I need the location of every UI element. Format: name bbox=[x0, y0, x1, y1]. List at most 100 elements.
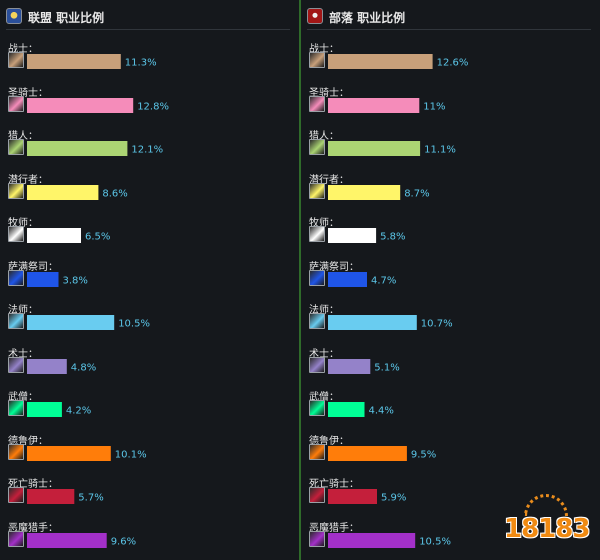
class-label: 术士： bbox=[8, 348, 38, 360]
class-label: 死亡骑士： bbox=[8, 479, 58, 490]
warrior-icon bbox=[8, 52, 24, 68]
site-watermark: 18183 bbox=[504, 494, 590, 552]
class-label: 牧师： bbox=[309, 218, 339, 229]
bar-value-label: 12.1% bbox=[131, 145, 163, 156]
shaman-icon bbox=[8, 269, 24, 286]
bar-track: 5.9% bbox=[328, 489, 406, 504]
alliance-class-row: 潜行者： 8.6% bbox=[6, 171, 296, 211]
bar-value-label: 5.9% bbox=[381, 493, 406, 504]
demon-hunter-icon bbox=[309, 530, 325, 547]
bar-value-label: 11.3% bbox=[125, 58, 157, 69]
bar-value-label: 8.6% bbox=[102, 188, 127, 199]
alliance-class-row: 战士： 11.3% bbox=[6, 40, 296, 80]
bar-value-label: 6.5% bbox=[85, 232, 110, 243]
bar bbox=[27, 141, 128, 156]
alliance-class-row: 恶魔猎手： 9.6% bbox=[6, 519, 296, 559]
bar bbox=[328, 97, 420, 113]
bar-value-label: 4.4% bbox=[369, 406, 394, 417]
bar-track: 4.8% bbox=[27, 358, 96, 374]
bar-value-label: 4.2% bbox=[66, 406, 91, 417]
mage-icon bbox=[309, 313, 325, 329]
class-label: 牧师： bbox=[8, 218, 38, 229]
horde-class-row: 德鲁伊： 9.5% bbox=[307, 432, 597, 472]
horde-class-row: 潜行者： 8.7% bbox=[307, 171, 597, 211]
bar-track: 10.5% bbox=[27, 315, 150, 330]
alliance-class-row: 德鲁伊： 10.1% bbox=[6, 432, 296, 472]
bar-track: 12.8% bbox=[27, 97, 169, 113]
bar-track: 5.8% bbox=[328, 228, 406, 243]
bar-value-label: 5.8% bbox=[380, 232, 405, 243]
class-label: 萨满祭司： bbox=[309, 261, 359, 273]
horde-class-row: 战士： 12.6% bbox=[307, 40, 597, 80]
bar-value-label: 10.5% bbox=[419, 536, 451, 547]
horde-class-row: 萨满祭司： 4.7% bbox=[307, 258, 597, 298]
paladin-icon bbox=[8, 95, 24, 112]
horde-emblem-icon bbox=[307, 8, 323, 24]
bar-value-label: 11.1% bbox=[424, 145, 456, 156]
class-label: 死亡骑士： bbox=[309, 479, 359, 490]
hunter-icon bbox=[8, 139, 24, 155]
class-label: 德鲁伊： bbox=[8, 435, 48, 447]
bar bbox=[328, 402, 365, 417]
bar-value-label: 12.6% bbox=[437, 58, 469, 69]
bar bbox=[328, 228, 377, 243]
bar bbox=[27, 445, 111, 461]
bar-track: 10.7% bbox=[328, 315, 453, 330]
class-label: 潜行者： bbox=[8, 174, 48, 186]
horde-title: 部落 职业比例 bbox=[329, 11, 406, 25]
alliance-class-row: 牧师： 6.5% bbox=[6, 214, 296, 254]
class-label: 武僧： bbox=[8, 392, 38, 403]
bar bbox=[27, 271, 59, 287]
watermark-text: 18183 bbox=[504, 514, 590, 544]
bar-track: 10.5% bbox=[328, 532, 451, 548]
bar bbox=[328, 54, 433, 69]
bar bbox=[328, 489, 377, 504]
class-label: 武僧： bbox=[309, 392, 339, 403]
death-knight-icon bbox=[309, 487, 325, 503]
watermark-sun-icon bbox=[524, 494, 568, 516]
alliance-header: 联盟 职业比例 bbox=[6, 6, 290, 30]
bar-track: 4.7% bbox=[328, 271, 396, 287]
horde-class-row: 猎人： 11.1% bbox=[307, 127, 597, 167]
alliance-class-row: 萨满祭司： 3.8% bbox=[6, 258, 296, 298]
priest-icon bbox=[309, 226, 325, 242]
alliance-class-row: 猎人： 12.1% bbox=[6, 127, 296, 167]
bar-track: 4.2% bbox=[27, 402, 91, 417]
class-label: 恶魔猎手： bbox=[309, 522, 359, 534]
class-label: 战士： bbox=[309, 44, 339, 55]
class-label: 猎人： bbox=[8, 131, 38, 142]
alliance-class-row: 法师： 10.5% bbox=[6, 301, 296, 341]
bar-value-label: 12.8% bbox=[137, 101, 169, 112]
bar-track: 11% bbox=[328, 97, 446, 113]
alliance-panel: 联盟 职业比例 战士： 11.3% 圣骑士： 12.8% 猎人： 12.1% 潜行者： 8.6… bbox=[0, 0, 299, 560]
bar-track: 5.1% bbox=[328, 358, 400, 374]
class-label: 圣骑士： bbox=[309, 87, 349, 99]
bar-value-label: 10.1% bbox=[115, 449, 147, 460]
bar-track: 9.6% bbox=[27, 532, 136, 548]
priest-icon bbox=[8, 226, 24, 242]
bar bbox=[27, 315, 115, 330]
death-knight-icon bbox=[8, 487, 24, 503]
bar-track: 10.1% bbox=[27, 445, 147, 461]
bar bbox=[328, 532, 416, 548]
bar bbox=[328, 315, 417, 330]
horde-panel: 部落 职业比例 战士： 12.6% 圣骑士： 11% 猎人： 11.1% 潜行者： 8.7% 牧… bbox=[301, 0, 600, 560]
bar-value-label: 5.1% bbox=[374, 362, 399, 373]
bar-value-label: 4.7% bbox=[371, 275, 396, 286]
bar-value-label: 10.5% bbox=[118, 319, 150, 330]
bar-value-label: 9.6% bbox=[111, 536, 136, 547]
bar-value-label: 5.7% bbox=[78, 493, 103, 504]
monk-icon bbox=[8, 400, 24, 416]
warlock-icon bbox=[309, 356, 325, 373]
horde-header: 部落 职业比例 bbox=[307, 6, 591, 30]
class-label: 恶魔猎手： bbox=[8, 522, 58, 534]
bar bbox=[328, 358, 371, 374]
class-label: 法师： bbox=[8, 305, 38, 316]
class-label: 潜行者： bbox=[309, 174, 349, 186]
bar bbox=[27, 532, 107, 548]
bar bbox=[27, 54, 121, 69]
rogue-icon bbox=[8, 182, 24, 199]
bar-track: 5.7% bbox=[27, 489, 104, 504]
horde-class-row: 武僧： 4.4% bbox=[307, 388, 597, 428]
horde-class-row: 法师： 10.7% bbox=[307, 301, 597, 341]
